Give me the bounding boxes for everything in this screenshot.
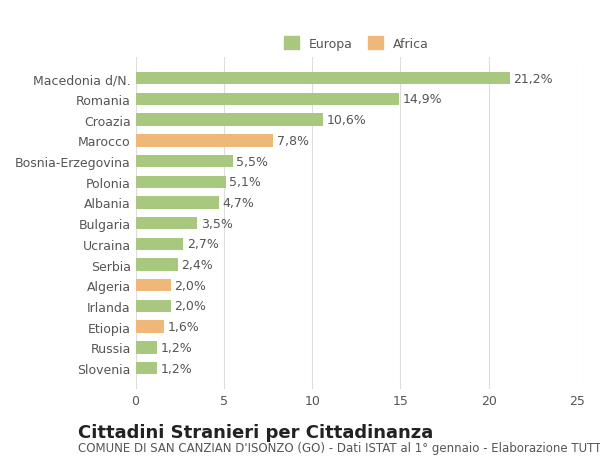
Bar — [136, 73, 510, 85]
Text: 2,7%: 2,7% — [187, 238, 218, 251]
Bar — [136, 280, 171, 292]
Bar — [136, 300, 171, 313]
Text: 2,0%: 2,0% — [175, 300, 206, 313]
Text: 10,6%: 10,6% — [326, 114, 366, 127]
Bar — [136, 94, 399, 106]
Bar — [136, 362, 157, 375]
Bar — [136, 341, 157, 354]
Text: 5,5%: 5,5% — [236, 155, 268, 168]
Text: COMUNE DI SAN CANZIAN D'ISONZO (GO) - Dati ISTAT al 1° gennaio - Elaborazione TU: COMUNE DI SAN CANZIAN D'ISONZO (GO) - Da… — [78, 442, 600, 454]
Text: 7,8%: 7,8% — [277, 134, 309, 147]
Bar — [136, 259, 178, 271]
Bar — [136, 176, 226, 189]
Text: 1,2%: 1,2% — [160, 341, 192, 354]
Bar — [136, 114, 323, 127]
Text: 1,2%: 1,2% — [160, 362, 192, 375]
Text: 2,4%: 2,4% — [182, 258, 213, 271]
Bar — [136, 197, 218, 209]
Text: 2,0%: 2,0% — [175, 279, 206, 292]
Bar — [136, 135, 274, 147]
Legend: Europa, Africa: Europa, Africa — [278, 31, 435, 57]
Bar — [136, 218, 197, 230]
Bar — [136, 321, 164, 333]
Text: 4,7%: 4,7% — [222, 196, 254, 209]
Text: 1,6%: 1,6% — [167, 320, 199, 333]
Bar — [136, 156, 233, 168]
Bar — [136, 238, 183, 251]
Text: 5,1%: 5,1% — [229, 176, 261, 189]
Text: 3,5%: 3,5% — [201, 217, 233, 230]
Text: 14,9%: 14,9% — [402, 93, 442, 106]
Text: Cittadini Stranieri per Cittadinanza: Cittadini Stranieri per Cittadinanza — [78, 423, 433, 441]
Text: 21,2%: 21,2% — [514, 73, 553, 85]
